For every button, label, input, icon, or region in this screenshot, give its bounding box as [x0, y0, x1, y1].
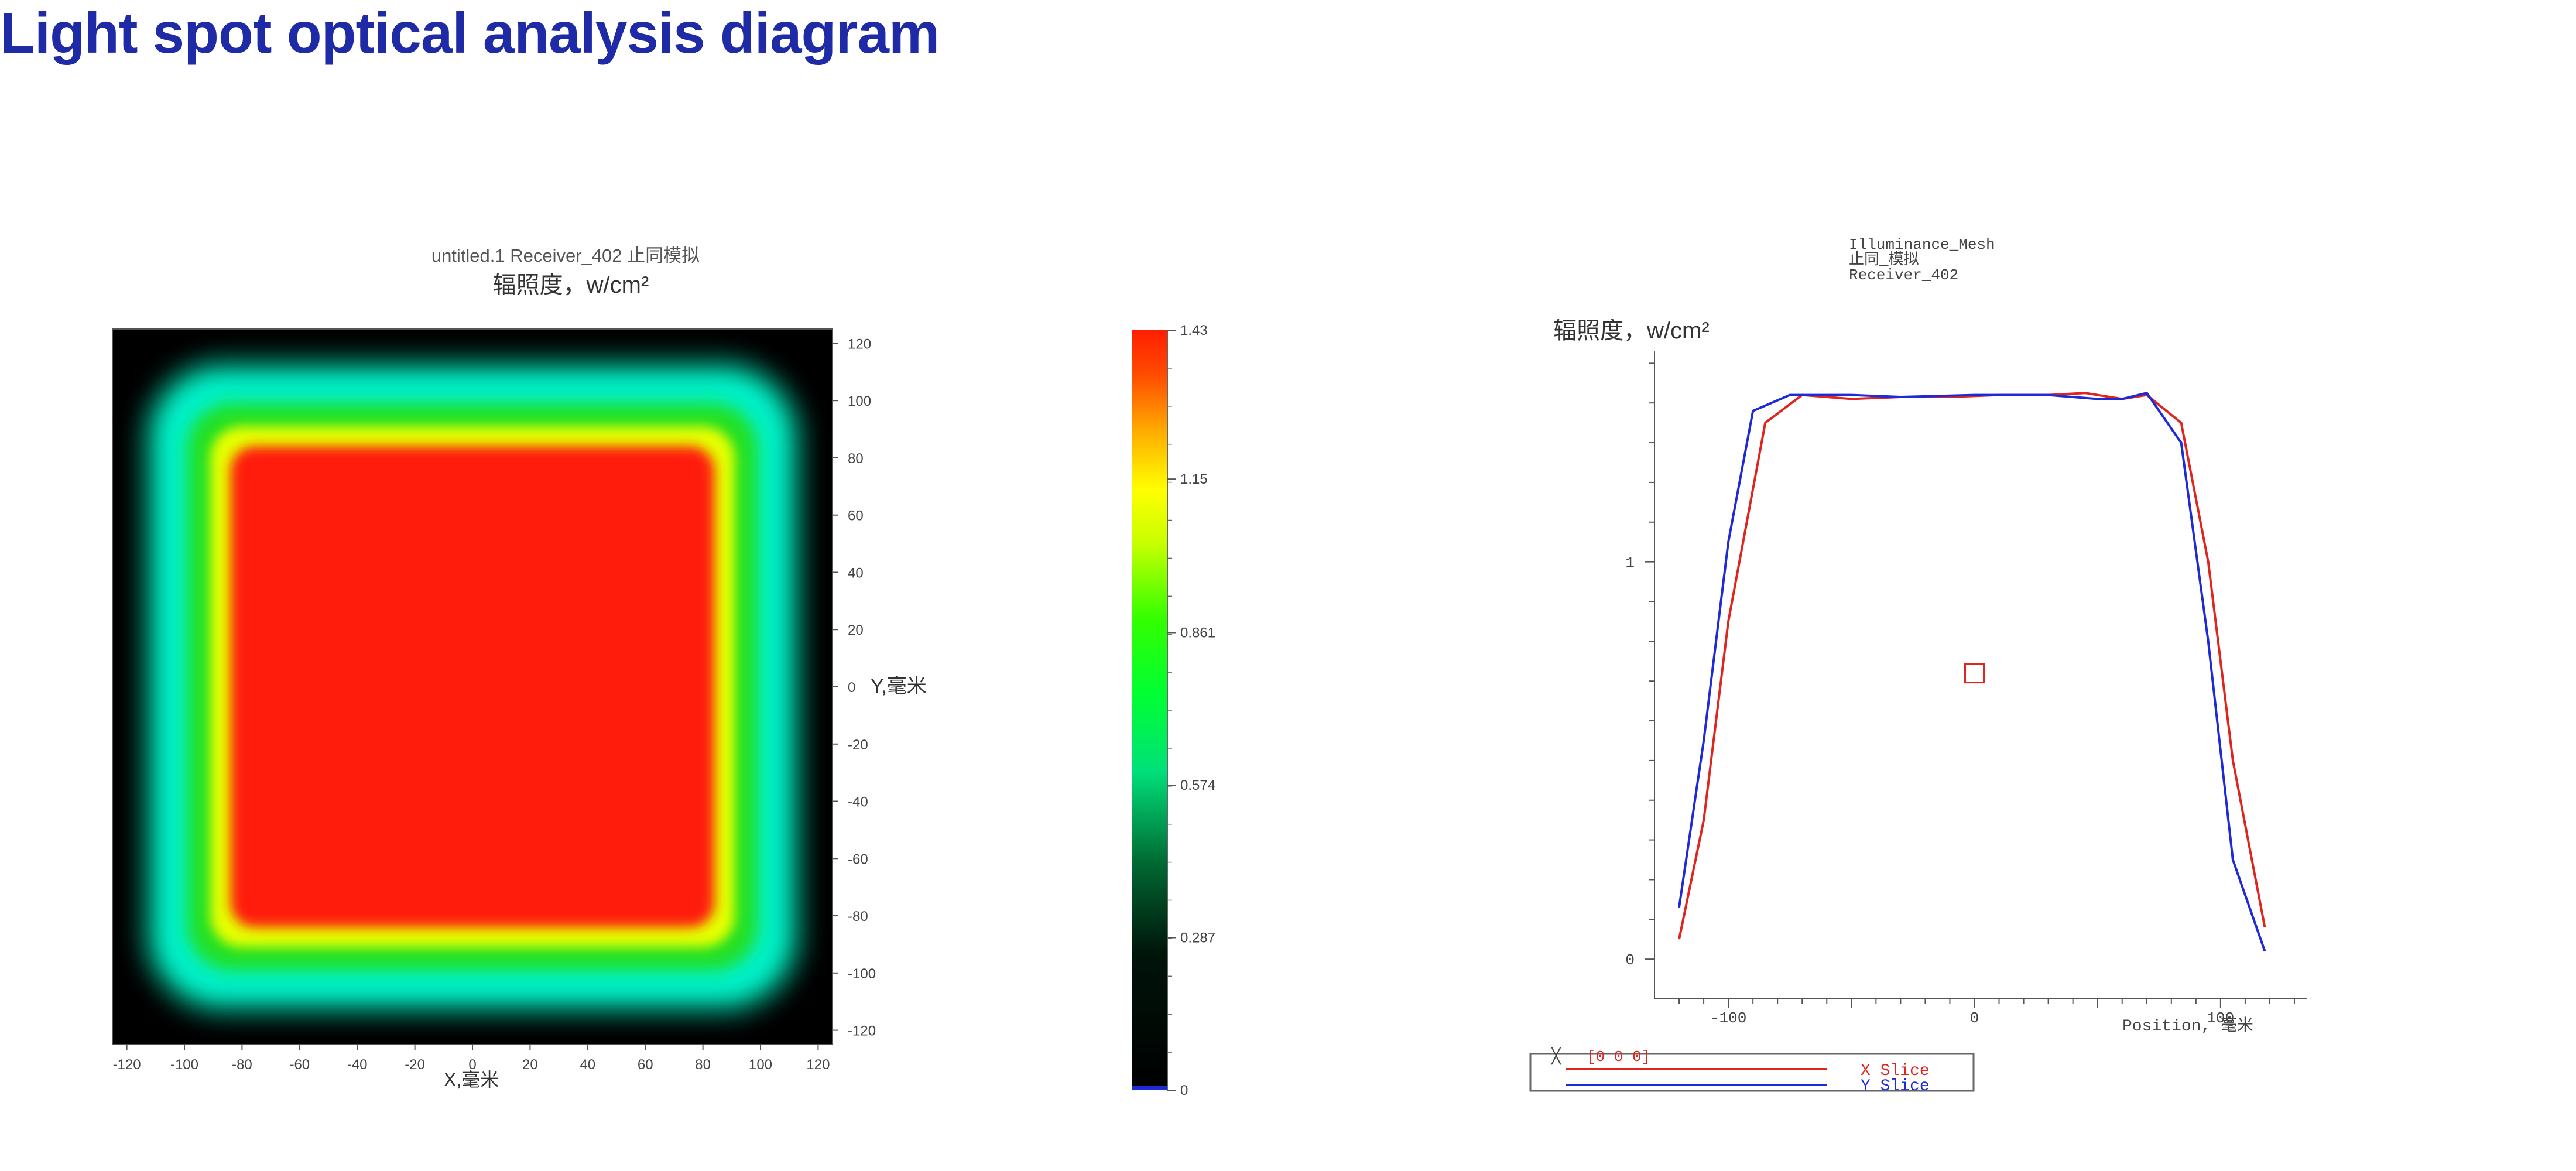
colorbar-gradient [1132, 330, 1167, 1090]
line-chart: Illuminance_Mesh 止同_模拟 Receiver_402 辐照度，… [1529, 236, 2307, 1095]
line-chart-x-label: Position, 毫米 [2122, 1016, 2253, 1036]
heatmap-x-tick-label: -20 [405, 1057, 425, 1073]
heatmap-y-label: Y,毫米 [871, 675, 927, 697]
heatmap-y-tick-label: -100 [848, 966, 876, 982]
heatmap-x-tick-label: 60 [638, 1057, 653, 1073]
heatmap-title: untitled.1 Receiver_402 止同模拟 [431, 245, 700, 266]
line-chart-series [1678, 392, 2266, 952]
heatmap-y-tick-label: -40 [848, 795, 868, 810]
heatmap-x-axis: -120 -100 -80 -60 -40 -20 0 20 40 60 80 100 120 [113, 1045, 830, 1073]
heatmap-plot-area [112, 329, 833, 1045]
heatmap-y-tick-label: 120 [848, 336, 871, 352]
line-chart-x-ticks: -100 0 100 [1678, 999, 2295, 1027]
line-chart-x-tick-label: 0 [1970, 1009, 1979, 1027]
heatmap-y-tick-label: -20 [848, 737, 868, 753]
line-chart-y-tick-label: 1 [1625, 554, 1635, 572]
heatmap-x-tick-label: 0 [468, 1057, 476, 1073]
heatmap-x-tick-label: -60 [289, 1057, 310, 1073]
heatmap-x-label: X,毫米 [444, 1069, 499, 1090]
center-marker [1964, 663, 1985, 684]
heatmap-y-tick-label: -120 [848, 1023, 876, 1039]
line-chart-x-tick-label: 100 [2207, 1009, 2234, 1027]
page-title: Light spot optical analysis diagram [0, 1, 940, 65]
legend-y-slice-label: Y Slice [1861, 1077, 1930, 1095]
heatmap-x-tick-label: 120 [806, 1057, 830, 1073]
colorbar-tick-label: 0.574 [1180, 778, 1215, 793]
line-chart-x-tick-label: -100 [1710, 1009, 1746, 1027]
line-chart-title-line-2: 止同_模拟 [1849, 251, 1919, 269]
heatmap-y-tick-label: 20 [848, 622, 864, 638]
heatmap-x-tick-label: -40 [347, 1057, 368, 1073]
line-chart-y-tick-label: 0 [1625, 951, 1635, 969]
heatmap-x-tick-label: -120 [113, 1057, 141, 1073]
legend-cross-icon: ╳ [1550, 1046, 1561, 1066]
line-chart-y-ticks: 01 [1625, 362, 1654, 969]
heatmap-x-tick-label: -80 [232, 1057, 252, 1073]
line-chart-legend: ╳ [0 0 0] X Slice Y Slice [1529, 1046, 1975, 1095]
heatmap-y-tick-label: 100 [848, 393, 871, 409]
line-chart-y-label: 辐照度，w/cm² [1553, 318, 1710, 344]
line-chart-title-line-1: Illuminance_Mesh [1849, 236, 1995, 254]
colorbar: 1.43 1.15 0.861 0.574 0.287 0 [1132, 323, 1215, 1098]
colorbar-tick-label: 1.43 [1180, 323, 1208, 338]
heatmap-x-tick-label: 20 [522, 1057, 538, 1073]
heatmap-x-tick-label: -100 [170, 1057, 198, 1073]
heatmap-y-tick-label: -80 [848, 909, 868, 925]
colorbar-tick-label: 1.15 [1180, 471, 1208, 487]
legend-header: [0 0 0] [1587, 1048, 1650, 1066]
series-line-y-slice [1678, 392, 2266, 952]
heatmap-y-tick-label: 0 [848, 680, 855, 696]
series-line-x-slice [1678, 392, 2266, 940]
colorbar-tick-label: 0 [1180, 1083, 1188, 1098]
heatmap-y-tick-label: 40 [848, 565, 864, 581]
line-chart-title-line-3: Receiver_402 [1849, 266, 1958, 284]
heatmap-y-axis: 120 100 80 60 40 20 0 -20 -40 -60 -80 -100 -120 [833, 336, 876, 1039]
colorbar-min-band [1132, 1086, 1167, 1090]
heatmap-x-tick-label: 80 [695, 1057, 711, 1073]
heatmap-y-tick-label: 60 [848, 508, 864, 524]
heatmap-x-tick-label: 40 [580, 1057, 595, 1073]
colorbar-ticks: 1.43 1.15 0.861 0.574 0.287 0 [1167, 323, 1215, 1098]
heatmap-subtitle: 辐照度，w/cm² [493, 272, 649, 298]
heatmap-x-tick-label: 100 [749, 1057, 772, 1073]
colorbar-tick-label: 0.287 [1180, 930, 1215, 946]
spot-plateau [230, 446, 715, 927]
heatmap-y-tick-label: 80 [848, 451, 864, 467]
heatmap-chart: untitled.1 Receiver_402 止同模拟 辐照度，w/cm² -… [112, 245, 927, 1090]
heatmap-y-tick-label: -60 [848, 851, 868, 867]
colorbar-tick-label: 0.861 [1180, 625, 1215, 641]
legend-x-slice-label: X Slice [1861, 1062, 1930, 1080]
